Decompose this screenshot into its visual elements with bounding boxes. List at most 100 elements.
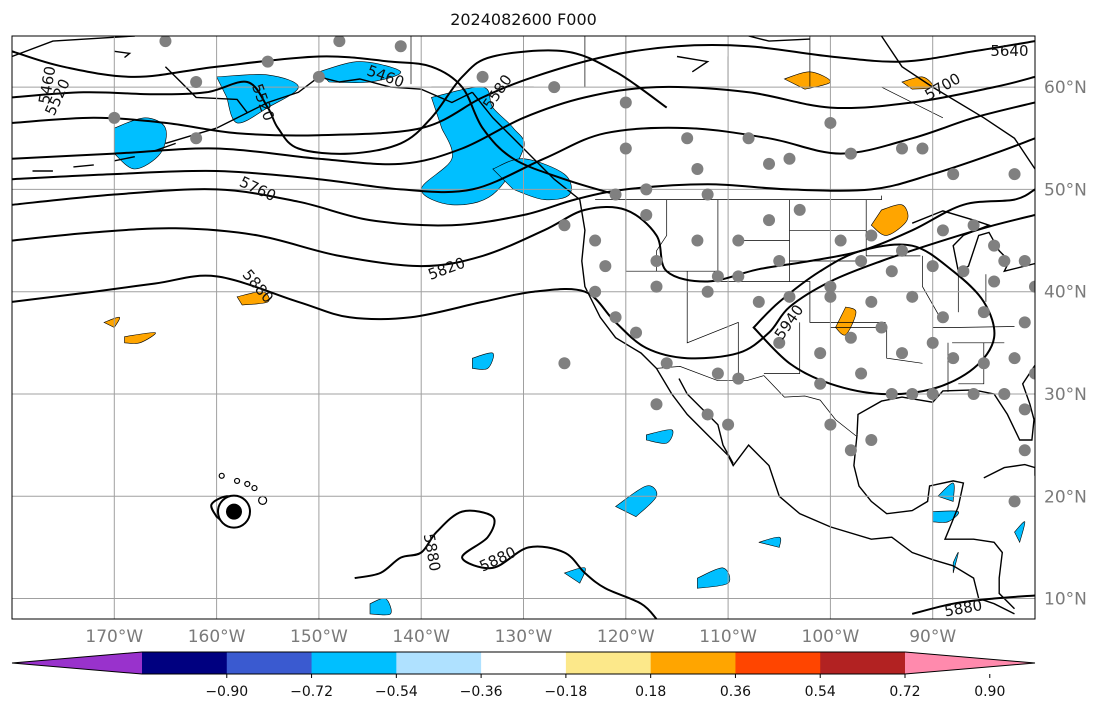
station-marker bbox=[763, 214, 776, 227]
shaded-region-8 bbox=[697, 567, 731, 589]
coastline-5 bbox=[911, 210, 1035, 273]
height-contour-5580 bbox=[12, 40, 1035, 137]
lat-tick-label: 30°N bbox=[1044, 385, 1087, 405]
colorbar-extend-high bbox=[905, 652, 1035, 674]
height-contour-5640 bbox=[12, 75, 1035, 166]
station-marker bbox=[855, 255, 868, 268]
station-marker bbox=[630, 326, 643, 339]
station-marker bbox=[701, 285, 714, 298]
lon-tick-label: 170°W bbox=[85, 627, 143, 647]
shaded-region-5 bbox=[472, 352, 494, 370]
height-contour-5460 bbox=[12, 50, 616, 196]
station-marker bbox=[742, 132, 755, 145]
station-marker bbox=[793, 203, 806, 216]
border-19 bbox=[958, 342, 985, 385]
colorbar-segment bbox=[396, 652, 482, 674]
map-frame bbox=[11, 35, 1036, 620]
station-marker bbox=[824, 290, 837, 303]
colorbar-segment bbox=[481, 652, 567, 674]
colorbar-segment bbox=[650, 652, 736, 674]
station-marker bbox=[732, 270, 745, 283]
island-2 bbox=[244, 480, 251, 488]
station-marker bbox=[548, 81, 561, 94]
lon-tick-label: 150°W bbox=[290, 627, 348, 647]
lat-tick-label: 10°N bbox=[1044, 590, 1087, 610]
station-marker bbox=[773, 336, 786, 349]
border-5 bbox=[686, 271, 739, 381]
station-marker bbox=[936, 311, 949, 324]
station-marker bbox=[844, 331, 857, 344]
station-marker bbox=[190, 76, 203, 89]
colorbar-tick-label: −0.36 bbox=[460, 684, 503, 700]
station-marker bbox=[875, 321, 888, 334]
station-marker bbox=[824, 418, 837, 431]
station-marker bbox=[824, 280, 837, 293]
station-marker bbox=[650, 280, 663, 293]
island-3 bbox=[251, 484, 258, 492]
station-marker bbox=[599, 260, 612, 273]
station-marker bbox=[865, 434, 878, 447]
station-marker bbox=[773, 255, 786, 268]
coastline-6 bbox=[12, 36, 135, 58]
station-marker bbox=[752, 295, 765, 308]
colorbar-segment bbox=[820, 652, 906, 674]
station-marker bbox=[691, 234, 704, 247]
colorbar-segment bbox=[142, 652, 228, 674]
station-marker bbox=[732, 234, 745, 247]
border-15 bbox=[886, 327, 923, 364]
hurricane-eye bbox=[225, 503, 242, 520]
shaded-region-10 bbox=[563, 567, 586, 584]
height-contour-5760 bbox=[12, 137, 1035, 227]
station-marker bbox=[926, 260, 939, 273]
shaded-region-21 bbox=[103, 316, 121, 328]
border-20 bbox=[922, 255, 944, 323]
shaded-region-2 bbox=[318, 61, 402, 84]
coastline-7 bbox=[165, 76, 473, 145]
station-marker bbox=[660, 357, 673, 370]
station-marker bbox=[998, 387, 1011, 400]
height-contour-5940 bbox=[752, 243, 996, 396]
lat-tick-label: 60°N bbox=[1044, 78, 1087, 98]
station-marker bbox=[855, 367, 868, 380]
station-marker bbox=[783, 290, 796, 303]
colorbar-segment bbox=[311, 652, 397, 674]
colorbar-tick-label: 0.54 bbox=[805, 684, 836, 700]
station-marker bbox=[701, 188, 714, 201]
coastline-16 bbox=[676, 55, 710, 73]
station-marker bbox=[844, 444, 857, 457]
height-contour-5700 bbox=[12, 101, 1035, 194]
station-marker bbox=[814, 377, 827, 390]
station-marker bbox=[916, 142, 929, 155]
station-marker bbox=[589, 285, 602, 298]
station-marker bbox=[589, 234, 602, 247]
station-marker bbox=[1008, 495, 1021, 508]
colorbar-tick-label: −0.18 bbox=[544, 684, 587, 700]
station-marker bbox=[333, 36, 346, 48]
station-marker bbox=[865, 295, 878, 308]
station-marker bbox=[1018, 255, 1031, 268]
coastline-0 bbox=[471, 91, 1015, 615]
station-marker bbox=[650, 398, 663, 411]
station-marker bbox=[609, 188, 622, 201]
border-6 bbox=[789, 199, 886, 323]
colorbar-tick-label: 0.72 bbox=[889, 684, 920, 700]
colorbar-outline bbox=[11, 651, 1036, 675]
coastline-15 bbox=[748, 36, 810, 42]
station-marker bbox=[906, 387, 919, 400]
station-marker bbox=[190, 132, 203, 145]
station-marker bbox=[988, 275, 1001, 288]
shaded-region-20 bbox=[124, 332, 156, 344]
lon-tick-label: 110°W bbox=[699, 627, 757, 647]
station-marker bbox=[926, 336, 939, 349]
lon-tick-label: 100°W bbox=[802, 627, 860, 647]
station-markers bbox=[108, 36, 1035, 508]
coastline-11 bbox=[73, 164, 94, 168]
coastline-9 bbox=[114, 50, 132, 59]
lat-tick-label: 40°N bbox=[1044, 283, 1087, 303]
station-marker bbox=[906, 290, 919, 303]
coastline-4 bbox=[983, 463, 1035, 479]
shaded-region-15 bbox=[1014, 521, 1026, 544]
shaded-region-0 bbox=[114, 117, 167, 170]
station-marker bbox=[609, 311, 622, 324]
station-marker bbox=[476, 70, 489, 83]
